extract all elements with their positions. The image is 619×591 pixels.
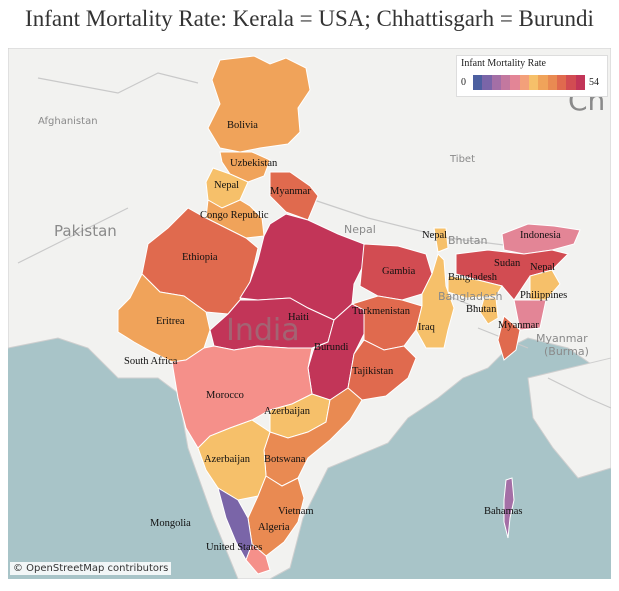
legend-swatch <box>556 75 567 90</box>
label-uk: Myanmar <box>270 186 311 197</box>
legend-swatch <box>538 75 548 90</box>
map-attribution[interactable]: © OpenStreetMap contributors <box>10 562 172 575</box>
label-rj: Ethiopia <box>182 252 218 263</box>
legend-swatch <box>473 75 483 90</box>
base-label-tibet: Tibet <box>449 154 475 165</box>
state-py[interactable] <box>245 543 271 575</box>
state-wb[interactable] <box>415 253 455 349</box>
state-tr[interactable] <box>479 297 499 325</box>
label-kl: United States <box>206 542 262 553</box>
state-jk[interactable] <box>207 55 311 153</box>
legend-max-value: 54 <box>589 77 599 88</box>
label-jh: Tajikistan <box>352 366 394 377</box>
state-an[interactable] <box>503 477 515 539</box>
label-mz: Myanmar <box>498 320 539 331</box>
label-cg: Burundi <box>314 342 349 353</box>
label-tn: Vietnam <box>278 506 314 517</box>
label-wb: Iraq <box>418 322 436 333</box>
label-sk: Nepal <box>422 230 447 241</box>
map-title: Infant Mortality Rate: Kerala = USA; Chh… <box>25 6 594 31</box>
state-ml[interactable] <box>447 275 503 299</box>
legend-swatch <box>566 75 576 90</box>
map-canvas: Afghanistan Pakistan Tibet Nepal Bhutan … <box>8 48 611 579</box>
label-ap: Botswana <box>264 454 306 465</box>
choropleth-map[interactable]: Afghanistan Pakistan Tibet Nepal Bhutan … <box>8 48 611 579</box>
legend-swatch <box>547 75 557 90</box>
label-ml: Bangladesh <box>448 272 498 283</box>
label-hp: Uzbekistan <box>230 158 278 169</box>
color-legend: Infant Mortality Rate 0 54 <box>456 55 608 97</box>
base-label-india: India <box>226 313 300 348</box>
state-nl[interactable] <box>529 269 561 301</box>
label-ld: Mongolia <box>150 518 191 529</box>
label-dd: South Africa <box>124 356 178 367</box>
legend-color-scale <box>473 75 585 90</box>
legend-title: Infant Mortality Rate <box>461 58 546 69</box>
base-label-bangladesh: Bangladesh <box>438 290 503 303</box>
state-ar[interactable] <box>501 223 581 255</box>
state-mz[interactable] <box>497 315 521 361</box>
state-mn[interactable] <box>513 299 547 331</box>
label-mh: Morocco <box>206 390 244 401</box>
label-tg: Azerbaijan <box>264 406 311 417</box>
label-ar: Indonesia <box>520 230 561 241</box>
label-hr: Congo Republic <box>200 210 269 221</box>
legend-swatch <box>482 75 492 90</box>
label-py: Algeria <box>258 522 290 533</box>
state-goa[interactable] <box>197 419 271 501</box>
base-label-bhutan: Bhutan <box>448 234 488 247</box>
base-land-east <box>527 357 611 479</box>
legend-swatch <box>519 75 529 90</box>
label-br: Turkmenistan <box>352 306 411 317</box>
label-up: Gambia <box>382 266 416 277</box>
label-mp: Haiti <box>288 312 309 323</box>
base-label-afghanistan: Afghanistan <box>38 116 98 127</box>
label-tr: Bhutan <box>466 304 497 315</box>
legend-swatch <box>575 75 585 90</box>
legend-swatch <box>528 75 539 90</box>
label-gj: Eritrea <box>156 316 185 327</box>
label-an: Bahamas <box>484 506 523 517</box>
state-tn[interactable] <box>247 475 305 557</box>
base-label-myanmar: Myanmar <box>536 332 588 345</box>
base-label-burma: (Burma) <box>544 345 589 358</box>
state-sk[interactable] <box>433 227 449 253</box>
label-pb: Nepal <box>214 180 239 191</box>
base-label-nepal: Nepal <box>344 223 376 236</box>
base-label-pakistan: Pakistan <box>54 222 117 240</box>
legend-min-value: 0 <box>461 77 466 88</box>
legend-swatch <box>491 75 501 90</box>
state-jh[interactable] <box>350 295 423 351</box>
label-as: Sudan <box>494 258 521 269</box>
state-uk[interactable] <box>269 171 319 221</box>
legend-swatch <box>500 75 511 90</box>
label-goa: Azerbaijan <box>204 454 251 465</box>
state-hp[interactable] <box>219 151 271 183</box>
label-mn: Philippines <box>520 290 567 301</box>
label-nl: Nepal <box>530 262 555 273</box>
legend-swatch <box>510 75 520 90</box>
label-jk: Bolivia <box>227 120 258 131</box>
